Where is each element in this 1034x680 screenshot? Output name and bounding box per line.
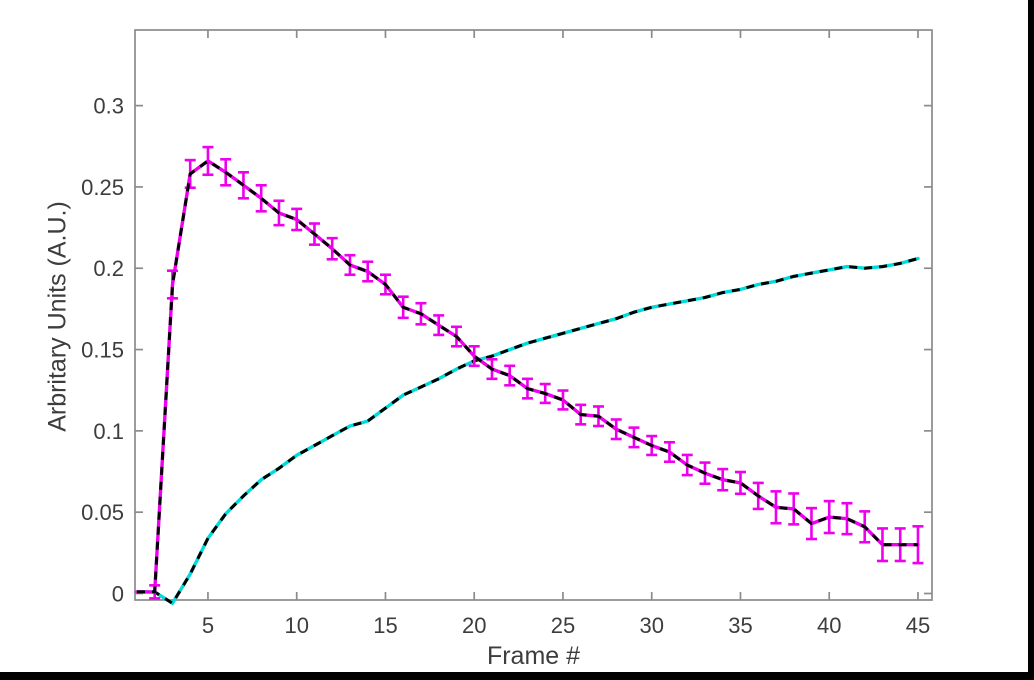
x-tick-label: 35 (728, 613, 752, 638)
y-tick-label: 0.25 (81, 175, 124, 200)
x-tick-label: 10 (284, 613, 308, 638)
y-tick-label: 0 (112, 581, 124, 606)
axes-box (134, 29, 933, 601)
x-tick-label: 40 (817, 613, 841, 638)
y-tick-label: 0.3 (93, 94, 124, 119)
y-tick-label: 0.2 (93, 256, 124, 281)
x-tick-label: 45 (906, 613, 930, 638)
x-tick-label: 20 (462, 613, 486, 638)
x-tick-label: 5 (202, 613, 214, 638)
y-tick-label: 0.05 (81, 500, 124, 525)
series-line-rising-curve (135, 256, 920, 605)
y-tick-label: 0.15 (81, 338, 124, 363)
x-tick-label: 15 (373, 613, 397, 638)
series-line-decaying-curve (135, 159, 920, 594)
series-dashed-overlay-decaying-curve (137, 159, 918, 594)
x-tick-label: 25 (551, 613, 575, 638)
x-tick-label: 30 (639, 613, 663, 638)
window-edge-bottom (0, 672, 1034, 680)
x-axis-title: Frame # (486, 642, 581, 670)
error-bars-decaying-curve (149, 145, 924, 600)
window-edge-right (1028, 0, 1034, 680)
series-dashed-overlay-rising-curve (137, 257, 919, 605)
y-axis-title: Arbritary Units (A.U.) (43, 201, 72, 432)
y-tick-label: 0.1 (93, 419, 124, 444)
